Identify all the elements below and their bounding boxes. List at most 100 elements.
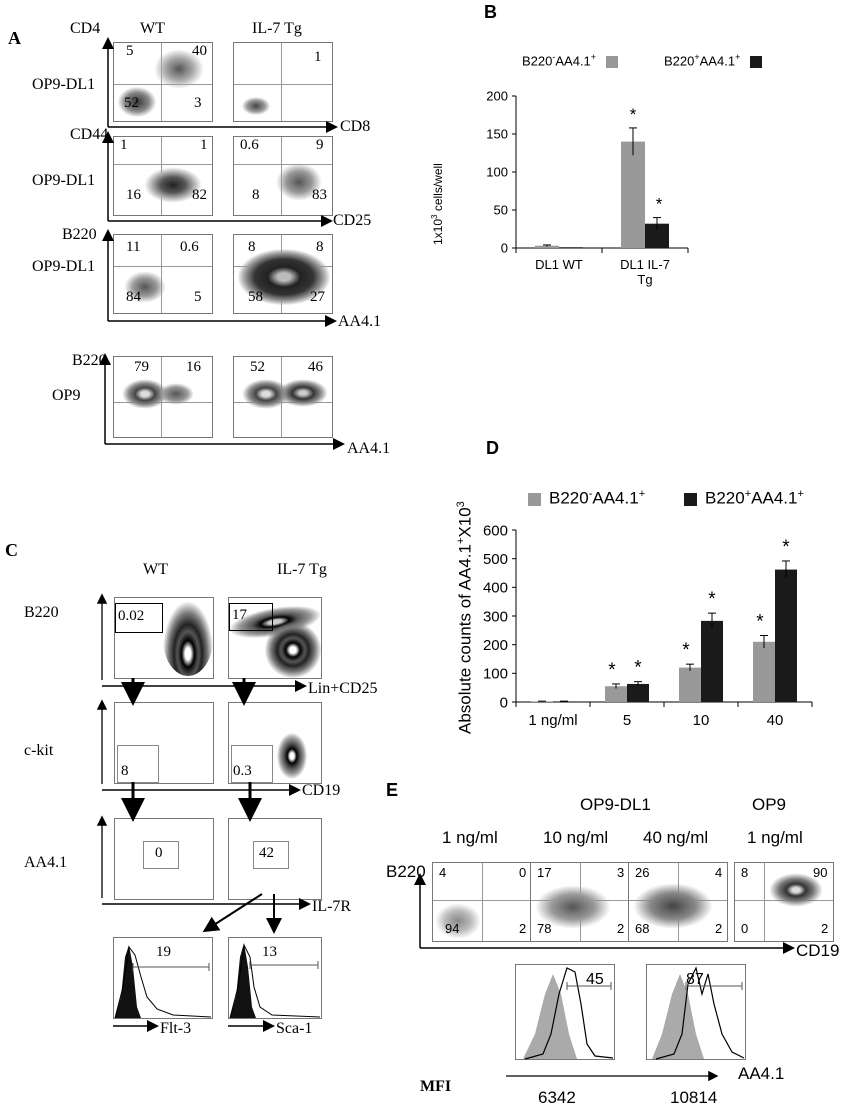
e-plot-3: 26 4 68 2 [628,862,728,942]
a-row1-label: OP9-DL1 [32,76,96,93]
significance-star: * [756,611,764,632]
panel-b-letter: B [484,2,497,22]
x-tick-label: 5 [623,712,631,729]
a3-wt-q1: 11 [126,239,141,255]
x-tick-label: 1 ng/ml [528,712,577,729]
a-row4-x-axis: AA4.1 [347,440,391,457]
bar [679,667,701,702]
e4-q2: 90 [813,865,828,880]
a2-tg-q3: 8 [252,187,260,203]
a4-wt-q1: 79 [134,359,149,375]
bar [559,247,583,248]
a-row3-y-axis: B220 [62,226,97,243]
e-hist-axis: AA4.1 [738,1064,785,1083]
e2-q3: 78 [537,921,552,936]
a3-tg-q3: 58 [248,289,263,305]
c-row1-tg-plot [228,597,322,679]
bar [605,686,627,702]
a-row1-x-axis: CD8 [340,118,371,135]
y-tick-label: 200 [483,637,508,654]
c3-wt-value: 0 [155,845,163,861]
c-hist-sca1 [228,937,322,1019]
c-hist-flt3-axis: Flt-3 [160,1020,192,1037]
b-ylabel: 1x103 cells/well [430,163,445,245]
panel-c-axes [96,593,311,1032]
a1-wt-q2: 40 [192,43,207,59]
a-row2-tg-plot: 0.6 9 8 83 [233,136,333,216]
c-hist-sca1-axis: Sca-1 [276,1020,313,1037]
c-hist-sca1-value: 13 [262,944,277,960]
d-legend-swatch-1 [528,492,541,506]
a-row2-x-axis: CD25 [333,212,372,229]
x-tick-label: DL1 IL-7 [620,257,670,272]
e-hist-2 [646,964,746,1060]
panel-d-letter: D [486,438,499,458]
a2-tg-q2: 9 [316,137,324,153]
c-row2-x-axis: CD19 [302,782,341,799]
bar [753,641,775,702]
e1-q1: 4 [439,865,447,880]
panel-c-col-tg: IL-7 Tg [277,561,327,578]
a4-wt-q2: 16 [186,359,201,375]
c-row1-tg-gate [229,603,273,631]
x-tick-label: 40 [767,712,784,729]
significance-star: * [782,537,790,558]
e-cond-2: 10 ng/ml [543,828,609,847]
y-tick-label: 50 [494,203,508,218]
significance-star: * [656,195,663,214]
c2-tg-value: 0.3 [233,763,252,779]
a3-tg-q4: 27 [310,289,325,305]
panel-c-col-wt: WT [143,561,168,578]
a1-wt-q1: 5 [126,43,134,59]
c-hist-flt3-value: 19 [156,944,171,960]
e-x-axis: CD19 [796,941,840,960]
c-row2-wt-plot: 8 [114,702,214,784]
c-row1-y-label: B220 [24,604,59,621]
y-tick-label: 300 [483,608,508,625]
e3-q3: 68 [635,921,650,936]
a-row1-tg-plot: 1 [233,42,333,122]
e-plot-2: 17 3 78 2 [530,862,630,942]
e-cond-1: 1 ng/ml [442,828,498,847]
y-tick-label: 100 [486,165,508,180]
significance-star: * [634,658,642,679]
a1-wt-q3: 52 [124,95,139,111]
a-row4-tg-plot: 52 46 [233,356,333,438]
a-row3-x-axis: AA4.1 [338,313,382,330]
d-legend-swatch-2 [684,492,697,506]
bar [627,683,649,702]
panel-e-axes [414,873,795,1082]
significance-star: * [608,660,616,681]
a2-tg-q1: 0.6 [240,137,259,153]
y-tick-label: 0 [501,241,508,256]
e-cond-4: 1 ng/ml [747,828,803,847]
e-plot-1: 4 0 94 2 [432,862,532,942]
c-row2-tg-plot: 0.3 [228,702,322,784]
d-legend-item-1: B220-AA4.1+ [528,488,645,509]
significance-star: * [682,640,690,661]
c1-wt-value: 0.02 [118,608,145,624]
a4-tg-q2: 46 [308,359,323,375]
e-group-dl1: OP9-DL1 [580,795,651,814]
a-row2-wt-plot: 1 1 16 82 [113,136,213,216]
e-cond-3: 40 ng/ml [643,828,709,847]
e1-q4: 2 [519,921,527,936]
y-tick-label: 0 [500,694,508,711]
e1-q2: 0 [519,865,527,880]
a1-wt-q4: 3 [194,95,202,111]
a-row1-y-axis: CD4 [70,20,101,37]
e-group-op9: OP9 [752,795,787,814]
a2-wt-q2: 1 [200,137,208,153]
a3-tg-q2: 8 [316,239,324,255]
e4-q1: 8 [741,865,749,880]
x-tick-label: 10 [693,712,710,729]
panel-a-col-wt: WT [140,20,165,37]
a-row4-wt-plot: 79 16 [113,356,213,438]
c-row3-x-axis: IL-7R [312,898,352,915]
c-row3-y-label: AA4.1 [24,854,68,871]
bar [621,141,645,248]
e4-q3: 0 [741,921,749,936]
panel-c-letter: C [5,540,18,560]
c-row1-wt-plot [114,597,214,679]
b-legend-swatch-2 [749,55,762,68]
